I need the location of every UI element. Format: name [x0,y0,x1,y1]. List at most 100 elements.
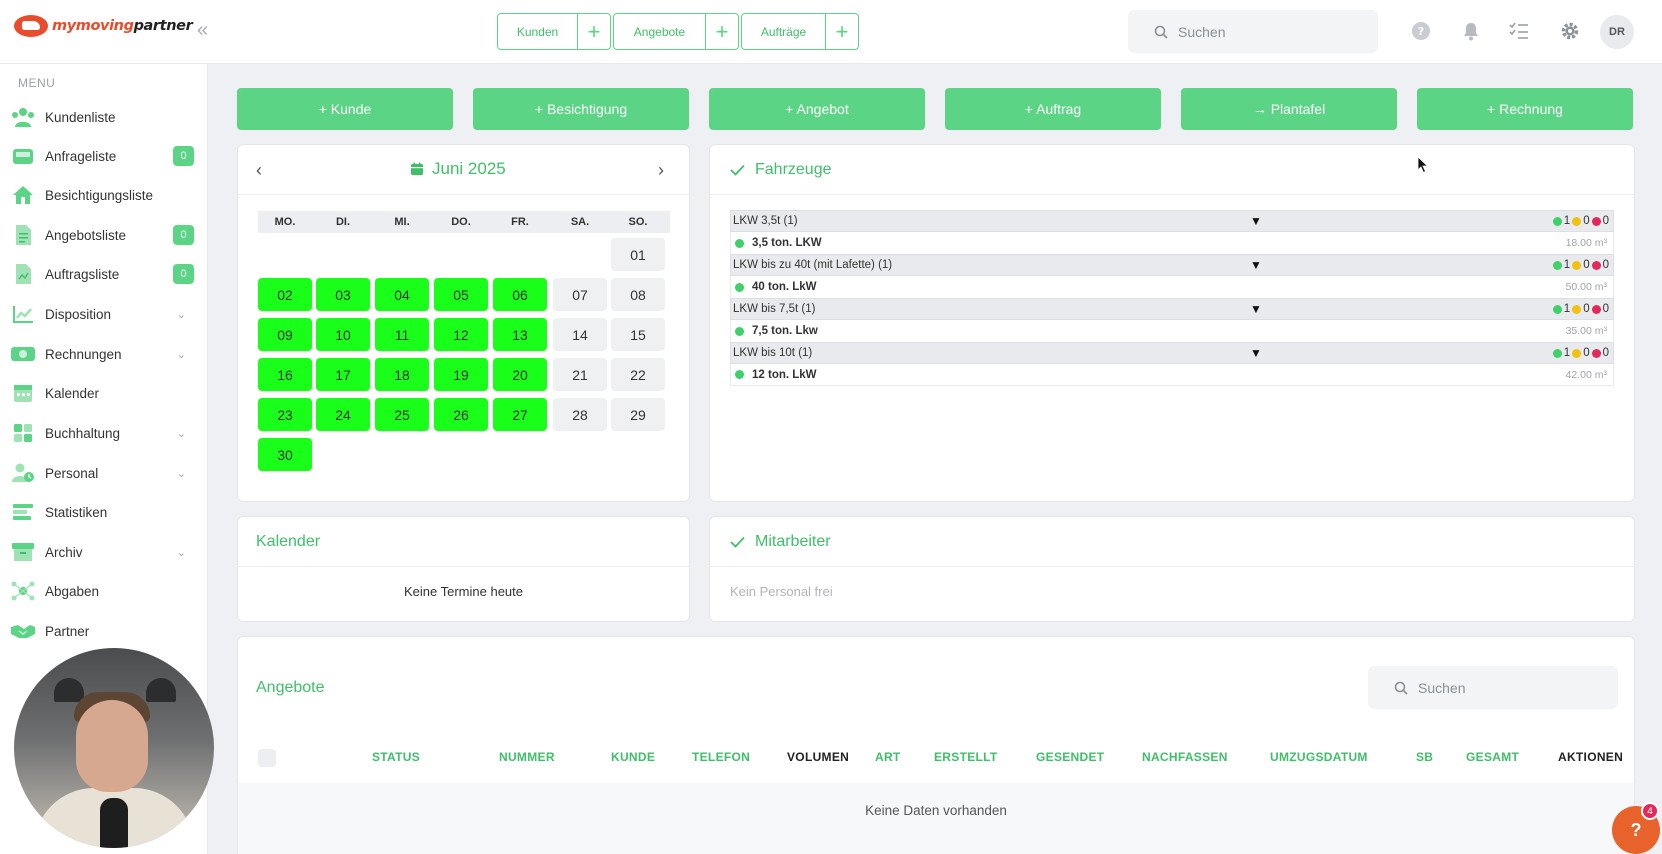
quick-auftraege-link[interactable]: Aufträge [742,14,826,49]
quick-angebote-add-button[interactable]: + [715,18,729,44]
sidebar-item-auftragsliste[interactable]: Auftragsliste 0 [0,256,208,292]
vehicle-group-row[interactable]: LKW bis zu 40t (mit Lafette) (1) ▼ 1 0 0 [730,254,1614,276]
handshake-icon [10,619,36,643]
calendar-next-button[interactable]: › [658,160,664,180]
expand-arrow-icon[interactable]: ▼ [1250,258,1262,272]
expand-arrow-icon[interactable]: ▼ [1250,302,1262,316]
calendar-day[interactable]: 12 [434,318,488,351]
add-rechnung-button[interactable]: + Rechnung [1417,88,1633,130]
calendar-day[interactable]: 21 [553,358,607,391]
user-avatar[interactable]: DR [1600,15,1634,49]
chevron-down-icon[interactable]: ⌄ [176,546,186,559]
calendar-day[interactable]: 23 [258,398,312,431]
calendar-day[interactable]: 07 [553,278,607,311]
sidebar-item-archiv[interactable]: Archiv ⌄ [0,534,208,570]
calendar-day[interactable]: 09 [258,318,312,351]
calendar-day[interactable]: 20 [493,358,547,391]
calendar-day[interactable]: 14 [553,318,607,351]
expand-arrow-icon[interactable]: ▼ [1250,346,1262,360]
calendar-day[interactable]: 29 [611,398,665,431]
column-header-volumen[interactable]: VOLUMEN [787,750,850,764]
help-circle-icon[interactable]: ? [1410,20,1432,42]
angebote-search-input[interactable]: Suchen [1368,666,1618,709]
sidebar-item-anfrageliste[interactable]: Anfrageliste 0 [0,138,208,174]
sidebar-item-besichtigungsliste[interactable]: Besichtigungsliste [0,177,208,213]
calendar-day[interactable]: 06 [493,278,547,311]
column-header-gesendet[interactable]: GESENDET [1036,750,1105,764]
quick-angebote-link[interactable]: Angebote [614,14,706,49]
add-angebot-button[interactable]: + Angebot [709,88,925,130]
calendar-day[interactable]: 25 [375,398,429,431]
collapse-sidebar-icon[interactable]: « [197,19,209,41]
global-search-input[interactable]: Suchen [1128,10,1378,53]
column-header-telefon[interactable]: TELEFON [692,750,751,764]
sidebar-item-personal[interactable]: Personal ⌄ [0,455,208,491]
calendar-prev-button[interactable]: ‹ [256,160,262,180]
column-header-sb[interactable]: SB [1416,750,1434,764]
sidebar-item-statistiken[interactable]: Statistiken [0,494,208,530]
column-header-erstellt[interactable]: ERSTELLT [934,750,998,764]
sidebar-item-kalender[interactable]: Kalender [0,375,208,411]
sidebar-item-partner[interactable]: Partner [0,613,208,649]
column-header-umzugsdatum[interactable]: UMZUGSDATUM [1270,750,1368,764]
calendar-day[interactable]: 11 [375,318,429,351]
calendar-day[interactable]: 05 [434,278,488,311]
calendar-day[interactable]: 08 [611,278,665,311]
calendar-day[interactable]: 10 [316,318,370,351]
calendar-day[interactable]: 22 [611,358,665,391]
calendar-day[interactable]: 02 [258,278,312,311]
vehicle-row[interactable]: 7,5 ton. Lkw 35.00 m³ [730,320,1614,342]
column-header-status[interactable]: STATUS [372,750,421,764]
calendar-day[interactable]: 28 [553,398,607,431]
calendar-day[interactable]: 16 [258,358,312,391]
column-header-nachfassen[interactable]: NACHFASSEN [1142,750,1228,764]
sidebar-item-abgaben[interactable]: Abgaben [0,573,208,609]
quick-kunden-link[interactable]: Kunden [498,14,578,49]
calendar-day[interactable]: 19 [434,358,488,391]
vehicle-group-row[interactable]: LKW 3,5t (1) ▼ 1 0 0 [730,210,1614,232]
calendar-day[interactable]: 01 [611,238,665,271]
column-header-art[interactable]: ART [875,750,901,764]
calendar-day[interactable]: 24 [316,398,370,431]
quick-auftraege-add-button[interactable]: + [835,18,849,44]
calendar-day[interactable]: 13 [493,318,547,351]
brand-logo[interactable]: mymovingpartner [14,15,193,37]
vehicle-group-row[interactable]: LKW bis 7,5t (1) ▼ 1 0 0 [730,298,1614,320]
sidebar-item-kundenliste[interactable]: Kundenliste [0,99,208,135]
vehicle-group-row[interactable]: LKW bis 10t (1) ▼ 1 0 0 [730,342,1614,364]
sidebar-item-angebotsliste[interactable]: Angebotsliste 0 [0,217,208,253]
chevron-down-icon[interactable]: ⌄ [176,467,186,480]
chevron-down-icon[interactable]: ⌄ [176,427,186,440]
calendar-day[interactable]: 30 [258,438,312,471]
add-kunde-button[interactable]: + Kunde [237,88,453,130]
gear-icon[interactable] [1559,20,1581,42]
calendar-day[interactable]: 04 [375,278,429,311]
quick-kunden-add-button[interactable]: + [587,18,601,44]
calendar-day[interactable]: 03 [316,278,370,311]
bell-icon[interactable] [1460,20,1482,42]
calendar-month-title: Juni 2025 [410,159,506,179]
expand-arrow-icon[interactable]: ▼ [1250,214,1262,228]
add-auftrag-button[interactable]: + Auftrag [945,88,1161,130]
select-all-checkbox[interactable] [258,749,276,767]
calendar-day[interactable]: 27 [493,398,547,431]
calendar-day[interactable]: 26 [434,398,488,431]
vehicle-row[interactable]: 12 ton. LkW 42.00 m³ [730,364,1614,386]
plantafel-button[interactable]: → Plantafel [1181,88,1397,130]
calendar-day[interactable]: 17 [316,358,370,391]
column-header-nummer[interactable]: NUMMER [499,750,555,764]
webcam-overlay [14,648,214,848]
column-header-gesamt[interactable]: GESAMT [1466,750,1520,764]
calendar-day[interactable]: 15 [611,318,665,351]
column-header-kunde[interactable]: KUNDE [611,750,656,764]
sidebar-item-buchhaltung[interactable]: Buchhaltung ⌄ [0,415,208,451]
sidebar-item-disposition[interactable]: Disposition ⌄ [0,296,208,332]
add-besichtigung-button[interactable]: + Besichtigung [473,88,689,130]
chevron-down-icon[interactable]: ⌄ [176,348,186,361]
sidebar-item-rechnungen[interactable]: Rechnungen ⌄ [0,336,208,372]
checklist-icon[interactable] [1508,20,1530,42]
chevron-down-icon[interactable]: ⌄ [176,308,186,321]
vehicle-row[interactable]: 3,5 ton. LKW 18.00 m³ [730,232,1614,254]
calendar-day[interactable]: 18 [375,358,429,391]
vehicle-row[interactable]: 40 ton. LkW 50.00 m³ [730,276,1614,298]
